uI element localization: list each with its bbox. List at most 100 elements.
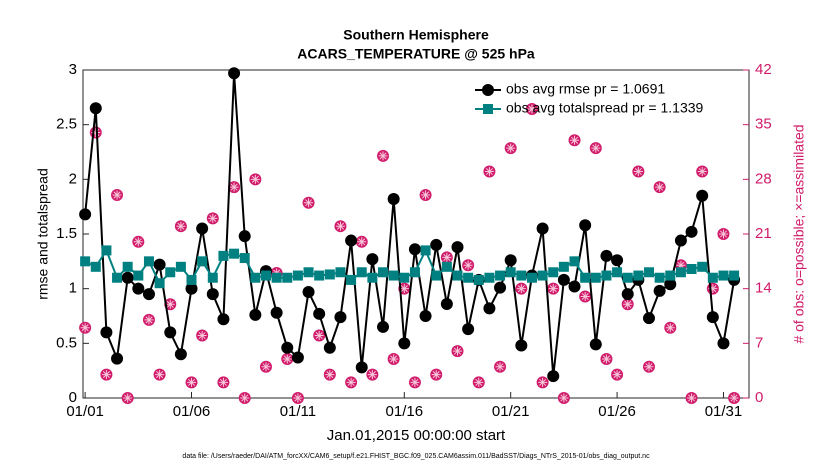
obs-count-cross [357, 237, 367, 247]
spread-marker [452, 270, 463, 281]
rmse-marker [557, 273, 570, 286]
obs-count-cross [538, 377, 548, 387]
x-tick-label: 01/16 [386, 403, 424, 420]
rmse-marker [291, 351, 304, 364]
obs-count-cross [431, 370, 441, 380]
rmse-marker [408, 243, 421, 256]
rmse-marker [238, 230, 251, 243]
rmse-marker [462, 323, 475, 336]
y2-tick-label: 7 [755, 334, 763, 351]
rmse-marker [302, 285, 315, 298]
spread-marker [133, 270, 144, 281]
obs-count-cross [559, 393, 569, 403]
rmse-marker [568, 280, 581, 293]
spread-marker [505, 267, 516, 278]
spread-marker [101, 245, 112, 256]
spread-marker [229, 248, 240, 259]
spread-marker [729, 270, 740, 281]
rmse-marker [642, 312, 655, 325]
x-tick-label: 01/11 [280, 403, 316, 420]
spread-marker [537, 270, 548, 281]
spread-marker [175, 261, 186, 272]
obs-count-cross [123, 393, 133, 403]
spread-marker [409, 267, 420, 278]
rmse-marker [334, 311, 347, 324]
obs-count-cross [346, 377, 356, 387]
x-tick-label: 01/31 [705, 403, 743, 420]
obs-count-cross [176, 221, 186, 231]
obs-count-cross [80, 323, 90, 333]
spread-marker [590, 272, 601, 283]
rmse-marker [398, 337, 411, 350]
obs-count-cross [697, 167, 707, 177]
rmse-marker [387, 193, 400, 206]
obs-count-cross [101, 370, 111, 380]
obs-count-cross [495, 362, 505, 372]
y-axis-label: rmse and totalspread [35, 168, 51, 300]
spread-marker [282, 272, 293, 283]
spread-marker [271, 272, 282, 283]
spread-marker [122, 261, 133, 272]
spread-marker [473, 274, 484, 285]
rmse-marker [600, 249, 613, 262]
rmse-marker [653, 284, 666, 297]
obs-count-cross [687, 393, 697, 403]
obs-count-cross [282, 354, 292, 364]
obs-count-cross [612, 370, 622, 380]
rmse-marker [323, 341, 336, 354]
rmse-marker [664, 278, 677, 291]
obs-count-cross [601, 354, 611, 364]
spread-marker [718, 270, 729, 281]
rmse-marker [249, 308, 262, 321]
obs-count-cross [165, 299, 175, 309]
footnote: data file: /Users/raeder/DAI/ATM_forcXX/… [182, 453, 650, 460]
rmse-marker [100, 326, 113, 339]
y-tick-label: 2.5 [56, 116, 77, 133]
rmse-marker [345, 234, 358, 247]
spread-marker [441, 261, 452, 272]
obs-count-cross [580, 291, 590, 301]
obs-count-cross [144, 315, 154, 325]
spread-marker [643, 267, 654, 278]
obs-count-cross [261, 362, 271, 372]
spread-marker [612, 267, 623, 278]
rmse-marker [153, 258, 166, 271]
obs-count-cross [325, 370, 335, 380]
spread-marker [686, 263, 697, 274]
rmse-marker [717, 337, 730, 350]
rmse-marker [206, 288, 219, 301]
rmse-marker [430, 238, 443, 251]
spread-marker [260, 270, 271, 281]
rmse-marker [281, 341, 294, 354]
spread-marker [292, 270, 303, 281]
obs-count-cross [367, 370, 377, 380]
rmse-marker [366, 253, 379, 266]
rmse-marker [89, 102, 102, 115]
obs-count-cross [708, 284, 718, 294]
rmse-marker [132, 282, 145, 295]
obs-count-cross [240, 393, 250, 403]
rmse-marker [589, 338, 602, 351]
y2-tick-label: 21 [755, 225, 772, 242]
rmse-marker [536, 222, 549, 235]
spread-marker [399, 272, 410, 283]
spread-marker [484, 272, 495, 283]
obs-count-cross [452, 346, 462, 356]
y2-tick-label: 0 [755, 389, 763, 406]
spread-marker [569, 256, 580, 267]
rmse-marker [174, 348, 187, 361]
rmse-marker [228, 67, 241, 80]
obs-count-cross [133, 237, 143, 247]
spread-marker [526, 272, 537, 283]
y2-axis-label: # of obs: o=possible; ×=assimilated [791, 124, 807, 343]
rmse-marker [674, 234, 687, 247]
spread-marker [697, 261, 708, 272]
chart-subtitle: ACARS_TEMPERATURE @ 525 hPa [297, 46, 535, 62]
obs-count-cross [304, 198, 314, 208]
spread-marker [707, 272, 718, 283]
obs-count-cross [644, 362, 654, 372]
x-tick-label: 01/06 [173, 403, 211, 420]
obs-count-cross [516, 284, 526, 294]
rmse-marker [685, 225, 698, 238]
